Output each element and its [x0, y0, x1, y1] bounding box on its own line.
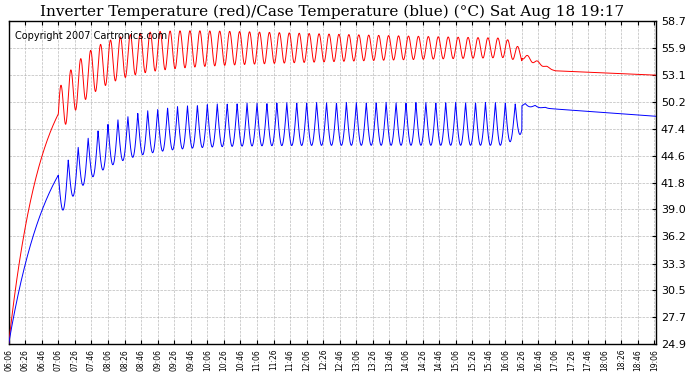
Text: Copyright 2007 Cartronics.com: Copyright 2007 Cartronics.com	[15, 31, 167, 41]
Title: Inverter Temperature (red)/Case Temperature (blue) (°C) Sat Aug 18 19:17: Inverter Temperature (red)/Case Temperat…	[40, 4, 624, 18]
